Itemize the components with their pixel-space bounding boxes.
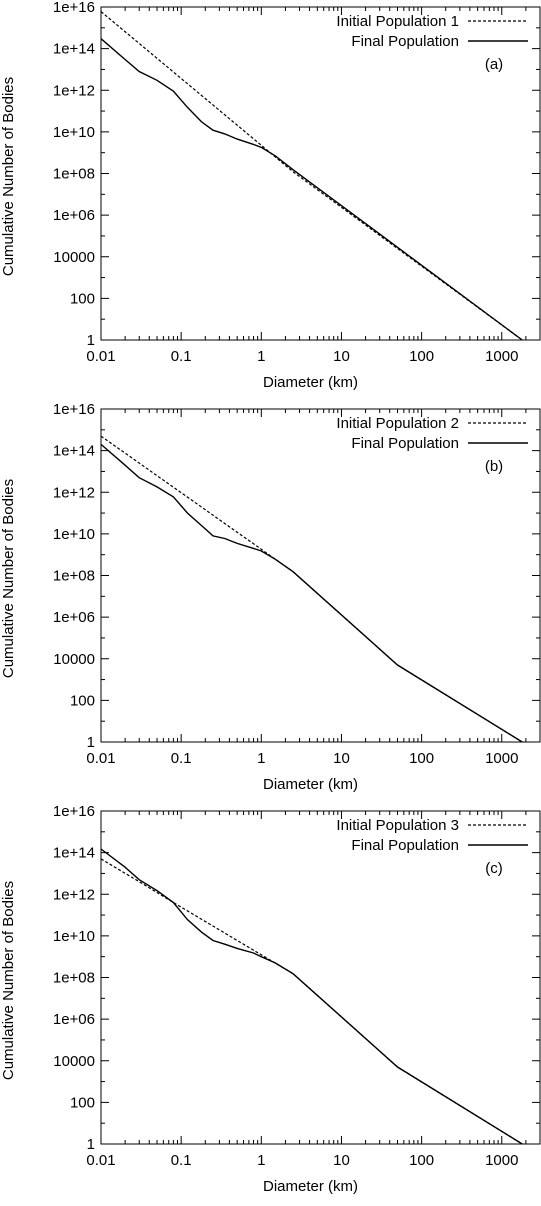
x-tick-label: 0.01 xyxy=(86,750,115,767)
y-tick-label: 1e+10 xyxy=(53,124,95,141)
y-tick-label: 1e+16 xyxy=(53,402,95,418)
y-tick-label: 1e+16 xyxy=(53,0,95,16)
y-tick-label: 1e+06 xyxy=(53,207,95,224)
panel-label: (c) xyxy=(485,860,503,877)
x-tick-label: 100 xyxy=(409,1152,434,1169)
y-tick-label: 1e+12 xyxy=(53,82,95,99)
series-line-initial xyxy=(100,11,523,341)
y-tick-label: 1e+08 xyxy=(53,568,95,585)
y-tick-label: 1e+12 xyxy=(53,484,95,501)
x-tick-label: 1 xyxy=(257,750,265,767)
y-axis-title: Cumulative Number of Bodies xyxy=(0,479,17,678)
y-tick-label: 1e+16 xyxy=(53,804,95,820)
y-tick-label: 1e+14 xyxy=(53,41,95,58)
legend-label: Final Population xyxy=(351,33,459,50)
y-tick-label: 1e+10 xyxy=(53,526,95,543)
legend-label: Final Population xyxy=(351,837,459,854)
y-tick-label: 10000 xyxy=(53,1053,95,1070)
x-tick-label: 100 xyxy=(409,348,434,365)
x-tick-label: 0.1 xyxy=(171,750,192,767)
y-tick-label: 1 xyxy=(87,332,95,349)
chart-svg-c: 1 100 10000 1e+06 1e+08 1e+10 1e+12 1e+14 1e+16 0… xyxy=(0,804,541,1195)
y-tick-label: 1e+14 xyxy=(53,845,95,862)
legend-label: Final Population xyxy=(351,435,459,452)
series-line-final xyxy=(100,38,523,341)
chart-panel-a: 1 100 10000 1e+06 1e+08 1e+10 1e+12 1e+14 1e+16 0… xyxy=(0,0,541,402)
y-tick-label: 1e+08 xyxy=(53,166,95,183)
x-tick-label: 10 xyxy=(333,750,350,767)
series-line-final xyxy=(100,443,523,743)
y-tick-label: 10000 xyxy=(53,249,95,266)
y-tick-label: 1e+06 xyxy=(53,609,95,626)
x-axis-title: Diameter (km) xyxy=(263,374,358,391)
x-tick-label: 1000 xyxy=(485,750,518,767)
y-tick-label: 1e+12 xyxy=(53,886,95,903)
y-tick-label: 1e+14 xyxy=(53,443,95,460)
y-tick-label: 100 xyxy=(70,692,95,709)
plot-frame xyxy=(100,810,541,1145)
x-tick-label: 100 xyxy=(409,750,434,767)
x-axis-title: Diameter (km) xyxy=(263,1178,358,1195)
series-line-initial xyxy=(100,858,523,1145)
series-line-final xyxy=(100,848,523,1145)
plot-frame xyxy=(100,6,541,341)
panel-label: (a) xyxy=(485,56,503,73)
y-axis-title: Cumulative Number of Bodies xyxy=(0,881,17,1080)
y-tick-label: 1 xyxy=(87,1136,95,1153)
x-tick-label: 0.1 xyxy=(171,1152,192,1169)
x-tick-label: 0.01 xyxy=(86,348,115,365)
legend-label: Initial Population 3 xyxy=(336,817,459,834)
y-tick-label: 1e+10 xyxy=(53,928,95,945)
x-tick-label: 10 xyxy=(333,348,350,365)
x-tick-label: 1 xyxy=(257,348,265,365)
chart-panel-b: 1 100 10000 1e+06 1e+08 1e+10 1e+12 1e+14 1e+16 0… xyxy=(0,402,541,804)
chart-panel-c: 1 100 10000 1e+06 1e+08 1e+10 1e+12 1e+14 1e+16 0… xyxy=(0,804,541,1206)
y-tick-label: 10000 xyxy=(53,651,95,668)
panel-label: (b) xyxy=(485,458,503,475)
plot-frame xyxy=(100,408,541,743)
chart-svg-a: 1 100 10000 1e+06 1e+08 1e+10 1e+12 1e+14 1e+16 0… xyxy=(0,0,541,391)
y-tick-label: 1e+08 xyxy=(53,970,95,987)
x-tick-label: 1000 xyxy=(485,1152,518,1169)
y-axis-title: Cumulative Number of Bodies xyxy=(0,77,17,276)
y-tick-label: 100 xyxy=(70,290,95,307)
x-axis-title: Diameter (km) xyxy=(263,776,358,793)
y-tick-label: 1 xyxy=(87,734,95,751)
y-tick-label: 1e+06 xyxy=(53,1011,95,1028)
x-tick-label: 1000 xyxy=(485,348,518,365)
legend-label: Initial Population 2 xyxy=(336,415,459,432)
legend-label: Initial Population 1 xyxy=(336,13,459,30)
x-tick-label: 0.1 xyxy=(171,348,192,365)
y-tick-label: 100 xyxy=(70,1094,95,1111)
x-tick-label: 1 xyxy=(257,1152,265,1169)
x-tick-label: 10 xyxy=(333,1152,350,1169)
chart-svg-b: 1 100 10000 1e+06 1e+08 1e+10 1e+12 1e+14 1e+16 0… xyxy=(0,402,541,793)
x-tick-label: 0.01 xyxy=(86,1152,115,1169)
